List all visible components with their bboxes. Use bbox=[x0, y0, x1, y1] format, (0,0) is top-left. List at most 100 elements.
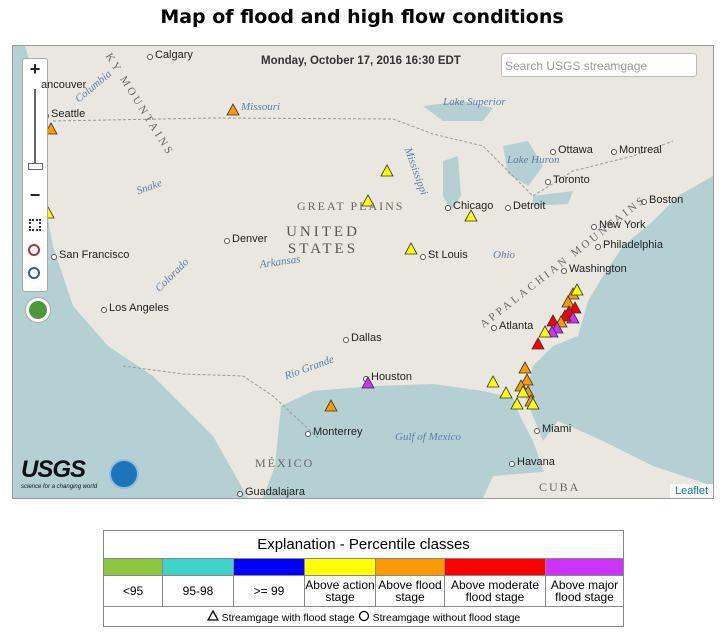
map-label: Gulf of Mexico bbox=[395, 431, 461, 443]
map-label: MÉXICO bbox=[255, 456, 315, 470]
map-label: Houston bbox=[371, 371, 412, 383]
logo-name: USGS bbox=[21, 456, 86, 483]
zoom-box-out[interactable] bbox=[28, 267, 40, 279]
attribution[interactable]: Leaflet bbox=[669, 484, 713, 498]
city-dot bbox=[101, 307, 107, 313]
map-label: Washington bbox=[569, 263, 627, 275]
map[interactable]: Monday, October 17, 2016 16:30 EDT Searc… bbox=[12, 45, 714, 499]
zoom-out[interactable]: − bbox=[29, 185, 41, 205]
map-label: Atlanta bbox=[499, 320, 534, 332]
zoom-box-in[interactable] bbox=[28, 244, 40, 256]
zoom-in[interactable]: + bbox=[29, 59, 41, 79]
map-label: ancouver bbox=[41, 79, 87, 91]
streamgage-marker[interactable] bbox=[44, 122, 58, 135]
city-dot bbox=[591, 224, 597, 230]
legend-swatch bbox=[103, 558, 163, 576]
legend-title: Explanation - Percentile classes bbox=[103, 530, 624, 559]
streamgage-marker[interactable] bbox=[526, 397, 540, 410]
map-base bbox=[13, 46, 713, 498]
symbol-label: Streamgage with flood stage bbox=[221, 611, 355, 624]
symbol-label: Streamgage without flood stage bbox=[372, 611, 521, 624]
legend-label: Above flood stage bbox=[375, 575, 445, 607]
city-dot bbox=[147, 54, 153, 60]
map-label: Calgary bbox=[155, 49, 193, 61]
streamgage-marker[interactable] bbox=[226, 103, 240, 116]
city-dot bbox=[51, 254, 57, 260]
zoom-handle[interactable] bbox=[28, 163, 43, 170]
streamgage-marker[interactable] bbox=[538, 325, 552, 338]
map-label: Toronto bbox=[553, 174, 590, 186]
legend-swatch bbox=[304, 558, 376, 576]
map-label: Miami bbox=[542, 423, 572, 435]
streamgage-marker[interactable] bbox=[324, 399, 338, 412]
streamgage-marker[interactable] bbox=[404, 242, 418, 255]
map-label: Los Angeles bbox=[109, 302, 169, 314]
city-dot bbox=[545, 179, 551, 185]
city-dot bbox=[641, 199, 647, 205]
streamgage-marker[interactable] bbox=[516, 385, 530, 398]
legend-symbols: Streamgage with flood stage Streamgage w… bbox=[103, 606, 624, 627]
city-dot bbox=[534, 428, 540, 434]
streamgage-marker[interactable] bbox=[518, 361, 532, 374]
legend-label: Above action stage bbox=[304, 575, 376, 607]
triangle-icon bbox=[206, 609, 219, 621]
map-label: Dallas bbox=[351, 332, 382, 344]
logo: USGS science for a changing world bbox=[21, 456, 97, 490]
zoom-slider[interactable] bbox=[34, 89, 36, 169]
map-label: GREAT PLAINS bbox=[297, 199, 405, 213]
streamgage-marker[interactable] bbox=[486, 375, 500, 388]
city-dot bbox=[237, 491, 243, 497]
map-label: Philadelphia bbox=[603, 239, 663, 251]
title: Map of flood and high flow conditions bbox=[160, 6, 564, 28]
map-label: San Francisco bbox=[59, 249, 130, 261]
globe-button[interactable] bbox=[26, 298, 50, 322]
city-dot bbox=[509, 461, 515, 467]
city-dot bbox=[445, 205, 451, 211]
map-label: St Louis bbox=[428, 249, 468, 261]
zoom-control: + − bbox=[22, 58, 48, 292]
legend-label: Above major flood stage bbox=[545, 575, 624, 607]
legend-swatch bbox=[162, 558, 234, 576]
city-dot bbox=[420, 254, 426, 260]
legend-label: Above moderate flood stage bbox=[444, 575, 546, 607]
streamgage-marker[interactable] bbox=[361, 194, 375, 207]
search-box[interactable]: Search USGS streamgage bbox=[501, 53, 697, 77]
legend-swatch bbox=[444, 558, 546, 576]
city-dot bbox=[595, 244, 601, 250]
city-dot bbox=[505, 205, 511, 211]
map-label: Detroit bbox=[513, 200, 546, 212]
noaa-logo bbox=[109, 459, 139, 489]
map-label: Lake Superior bbox=[443, 96, 506, 108]
streamgage-marker[interactable] bbox=[464, 209, 478, 222]
timestamp: Monday, October 17, 2016 16:30 EDT bbox=[261, 55, 461, 67]
streamgage-marker[interactable] bbox=[510, 397, 524, 410]
full-extent[interactable] bbox=[29, 219, 41, 231]
legend-swatch bbox=[233, 558, 305, 576]
streamgage-marker[interactable] bbox=[499, 386, 513, 399]
streamgage-marker[interactable] bbox=[380, 164, 394, 177]
map-label: Monterrey bbox=[313, 426, 363, 438]
map-label: New York bbox=[599, 219, 646, 231]
streamgage-marker[interactable] bbox=[570, 283, 584, 296]
city-dot bbox=[611, 149, 617, 155]
map-label: UNITED STATES bbox=[286, 224, 360, 257]
map-label: Ottawa bbox=[558, 144, 593, 156]
legend-label: >= 99 bbox=[233, 575, 305, 607]
map-label: Boston bbox=[649, 194, 684, 206]
map-label: Montreal bbox=[619, 144, 662, 156]
streamgage-marker[interactable] bbox=[531, 337, 545, 350]
map-label: Missouri bbox=[241, 101, 281, 113]
map-label: Ohio bbox=[493, 249, 515, 261]
legend: Explanation - Percentile classes <95 95-9… bbox=[103, 530, 624, 627]
streamgage-marker[interactable] bbox=[520, 373, 534, 386]
map-label: Havana bbox=[517, 456, 555, 468]
map-label: Lake Huron bbox=[507, 154, 560, 166]
city-dot bbox=[561, 268, 567, 274]
map-label: Chicago bbox=[453, 200, 494, 212]
legend-swatch bbox=[545, 558, 624, 576]
circle-icon bbox=[358, 610, 369, 621]
map-label: CUBA bbox=[539, 480, 581, 494]
streamgage-marker[interactable] bbox=[568, 301, 582, 314]
city-dot bbox=[550, 149, 556, 155]
streamgage-marker[interactable] bbox=[361, 376, 375, 389]
